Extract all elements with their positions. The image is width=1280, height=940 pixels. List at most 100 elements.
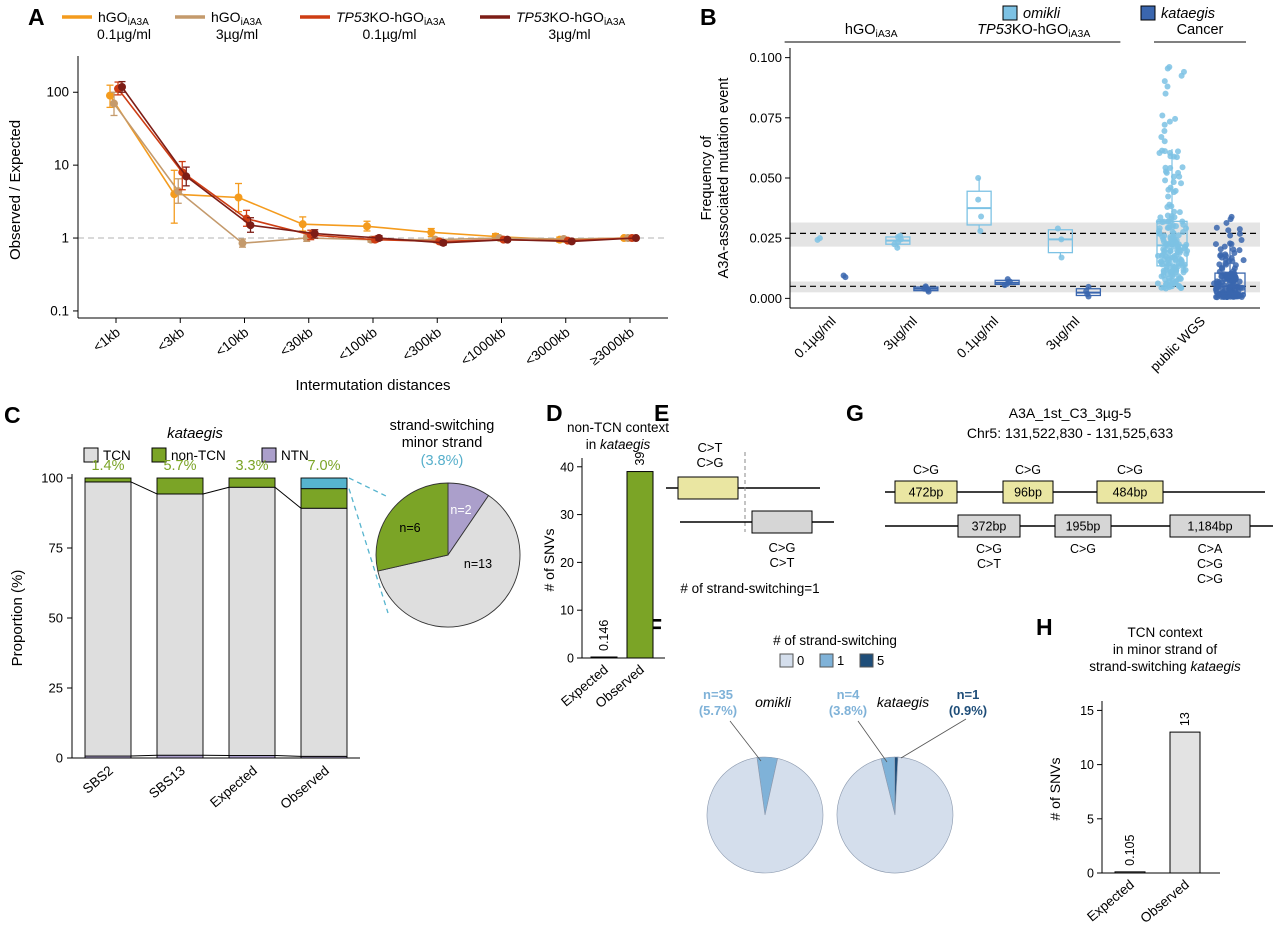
pie-slice-label: n=2 [450, 503, 471, 517]
mutation-label: C>G [1197, 557, 1223, 571]
data-point [975, 196, 982, 203]
data-point [1227, 232, 1234, 239]
data-point [1167, 184, 1174, 191]
data-point [1240, 257, 1247, 264]
data-point [632, 234, 640, 243]
data-point [1158, 284, 1165, 291]
y-tick-label: 1 [61, 231, 69, 246]
legend-label: NTN [281, 448, 309, 463]
y-axis-title: Frequency of [699, 135, 715, 221]
mutation-label: C>G [1117, 463, 1143, 477]
x-tick-label: SBS2 [80, 763, 116, 797]
panel-c: kataegis TCN non-TCN NTN 0 25 50 75 100 Proportio… [9, 418, 521, 812]
top-strand-box [677, 476, 739, 500]
data-point [310, 229, 319, 238]
data-point [1165, 224, 1172, 231]
mutation-label: C>T [977, 557, 1001, 571]
legend-swatch [261, 447, 277, 463]
x-axis-title: Intermutation distances [295, 377, 450, 394]
data-point [1213, 224, 1220, 231]
y-tick-label: 0 [567, 652, 574, 666]
data-point [298, 220, 307, 229]
x-tick-label: 0.1µg/ml [954, 314, 1001, 361]
connector-line [274, 486, 302, 509]
legend-swatch [1140, 5, 1156, 21]
series-hGO-0.1ug [106, 84, 628, 244]
legend-label: TCN [103, 448, 131, 463]
panel-h-label: H [1036, 614, 1053, 640]
series-TP53KO-3ug [118, 80, 640, 247]
data-point [1180, 228, 1187, 235]
segment-box-bottom [957, 514, 1021, 538]
pie-annotation: (5.7%) [699, 703, 737, 718]
leader-line [857, 720, 888, 763]
pie-slice [375, 482, 449, 572]
x-tick-label: <1000kb [458, 325, 508, 369]
legend-dose: 3µg/ml [216, 26, 258, 42]
legend-swatch [859, 653, 874, 668]
data-point [1165, 256, 1172, 263]
data-point [106, 91, 114, 100]
panel-f: # of strand-switching 0 1 5 omikli n=35(5.7%)… [699, 633, 987, 874]
data-point [840, 272, 847, 279]
data-point [1169, 229, 1176, 236]
chart-subtitle: Chr5: 131,522,830 - 131,525,633 [967, 425, 1173, 441]
data-point [1178, 259, 1185, 266]
chart-title: # of strand-switching [773, 633, 897, 648]
data-point [1158, 133, 1165, 140]
reference-band [790, 281, 1260, 293]
data-point [1179, 164, 1186, 171]
y-tick-label: 0.075 [749, 110, 782, 125]
callout-line [348, 477, 389, 498]
legend-label: omikli [1023, 6, 1061, 22]
x-tick-label: 3µg/ml [881, 314, 920, 353]
bar [626, 471, 654, 659]
data-point [1177, 275, 1184, 282]
data-point [1160, 267, 1167, 274]
legend-label: 5 [877, 653, 884, 668]
box [1047, 229, 1074, 254]
y-tick-label: 40 [560, 460, 574, 474]
x-tick-label: <1kb [90, 325, 123, 355]
y-tick-label: 0.025 [749, 231, 782, 246]
bar-segment-non_tcn [228, 477, 276, 488]
bar-top-label: 3.3% [235, 458, 268, 474]
x-tick-label: <300kb [400, 325, 444, 364]
series-hGO-3ug [110, 91, 632, 248]
connector-line [202, 486, 230, 495]
panel-a-legend: hGOiA3A0.1µg/mlhGOiA3A3µg/mlTP53KO-hGOiA… [62, 9, 626, 42]
data-point [978, 213, 985, 220]
data-point [1183, 250, 1190, 257]
data-point [1161, 232, 1168, 239]
pie-name: kataegis [877, 694, 929, 710]
segment-box-top [1002, 480, 1054, 504]
data-point [118, 83, 126, 92]
bar-segment-tcn [300, 507, 348, 757]
mutation-label: C>G [1015, 463, 1041, 477]
data-point [1223, 219, 1230, 226]
data-point [977, 227, 984, 234]
y-tick-label: 15 [1080, 704, 1094, 718]
data-point [1172, 115, 1179, 122]
panel-a: hGOiA3A0.1µg/mlhGOiA3A3µg/mlTP53KO-hGOiA… [7, 9, 668, 394]
data-point [1166, 284, 1173, 291]
panel-d: non-TCN context in kataegis 0 10 20 30 40 0.146… [541, 420, 669, 711]
data-point [1162, 90, 1169, 97]
bar-value-label: 0.146 [597, 620, 611, 651]
legend-dose: 0.1µg/ml [97, 26, 151, 42]
pie-slice [706, 757, 824, 874]
chart-title: non-TCN context [567, 420, 669, 435]
box [1156, 220, 1188, 267]
bar-segment-non_tcn [156, 477, 204, 495]
data-point [1164, 65, 1171, 72]
y-tick-label: 75 [49, 541, 63, 556]
pie-name: omikli [755, 694, 792, 710]
panel-e: C>TC>GC>GC>T# of strand-switching=1 [666, 440, 834, 596]
panel-g: A3A_1st_C3_3µg-5 Chr5: 131,522,830 - 131,… [885, 405, 1273, 586]
data-point [110, 99, 118, 108]
x-tick-label: Observed [277, 763, 331, 812]
data-point [1161, 128, 1168, 135]
bar [590, 656, 618, 659]
data-point [1158, 252, 1165, 259]
segment-length-label: 96bp [1014, 486, 1042, 500]
